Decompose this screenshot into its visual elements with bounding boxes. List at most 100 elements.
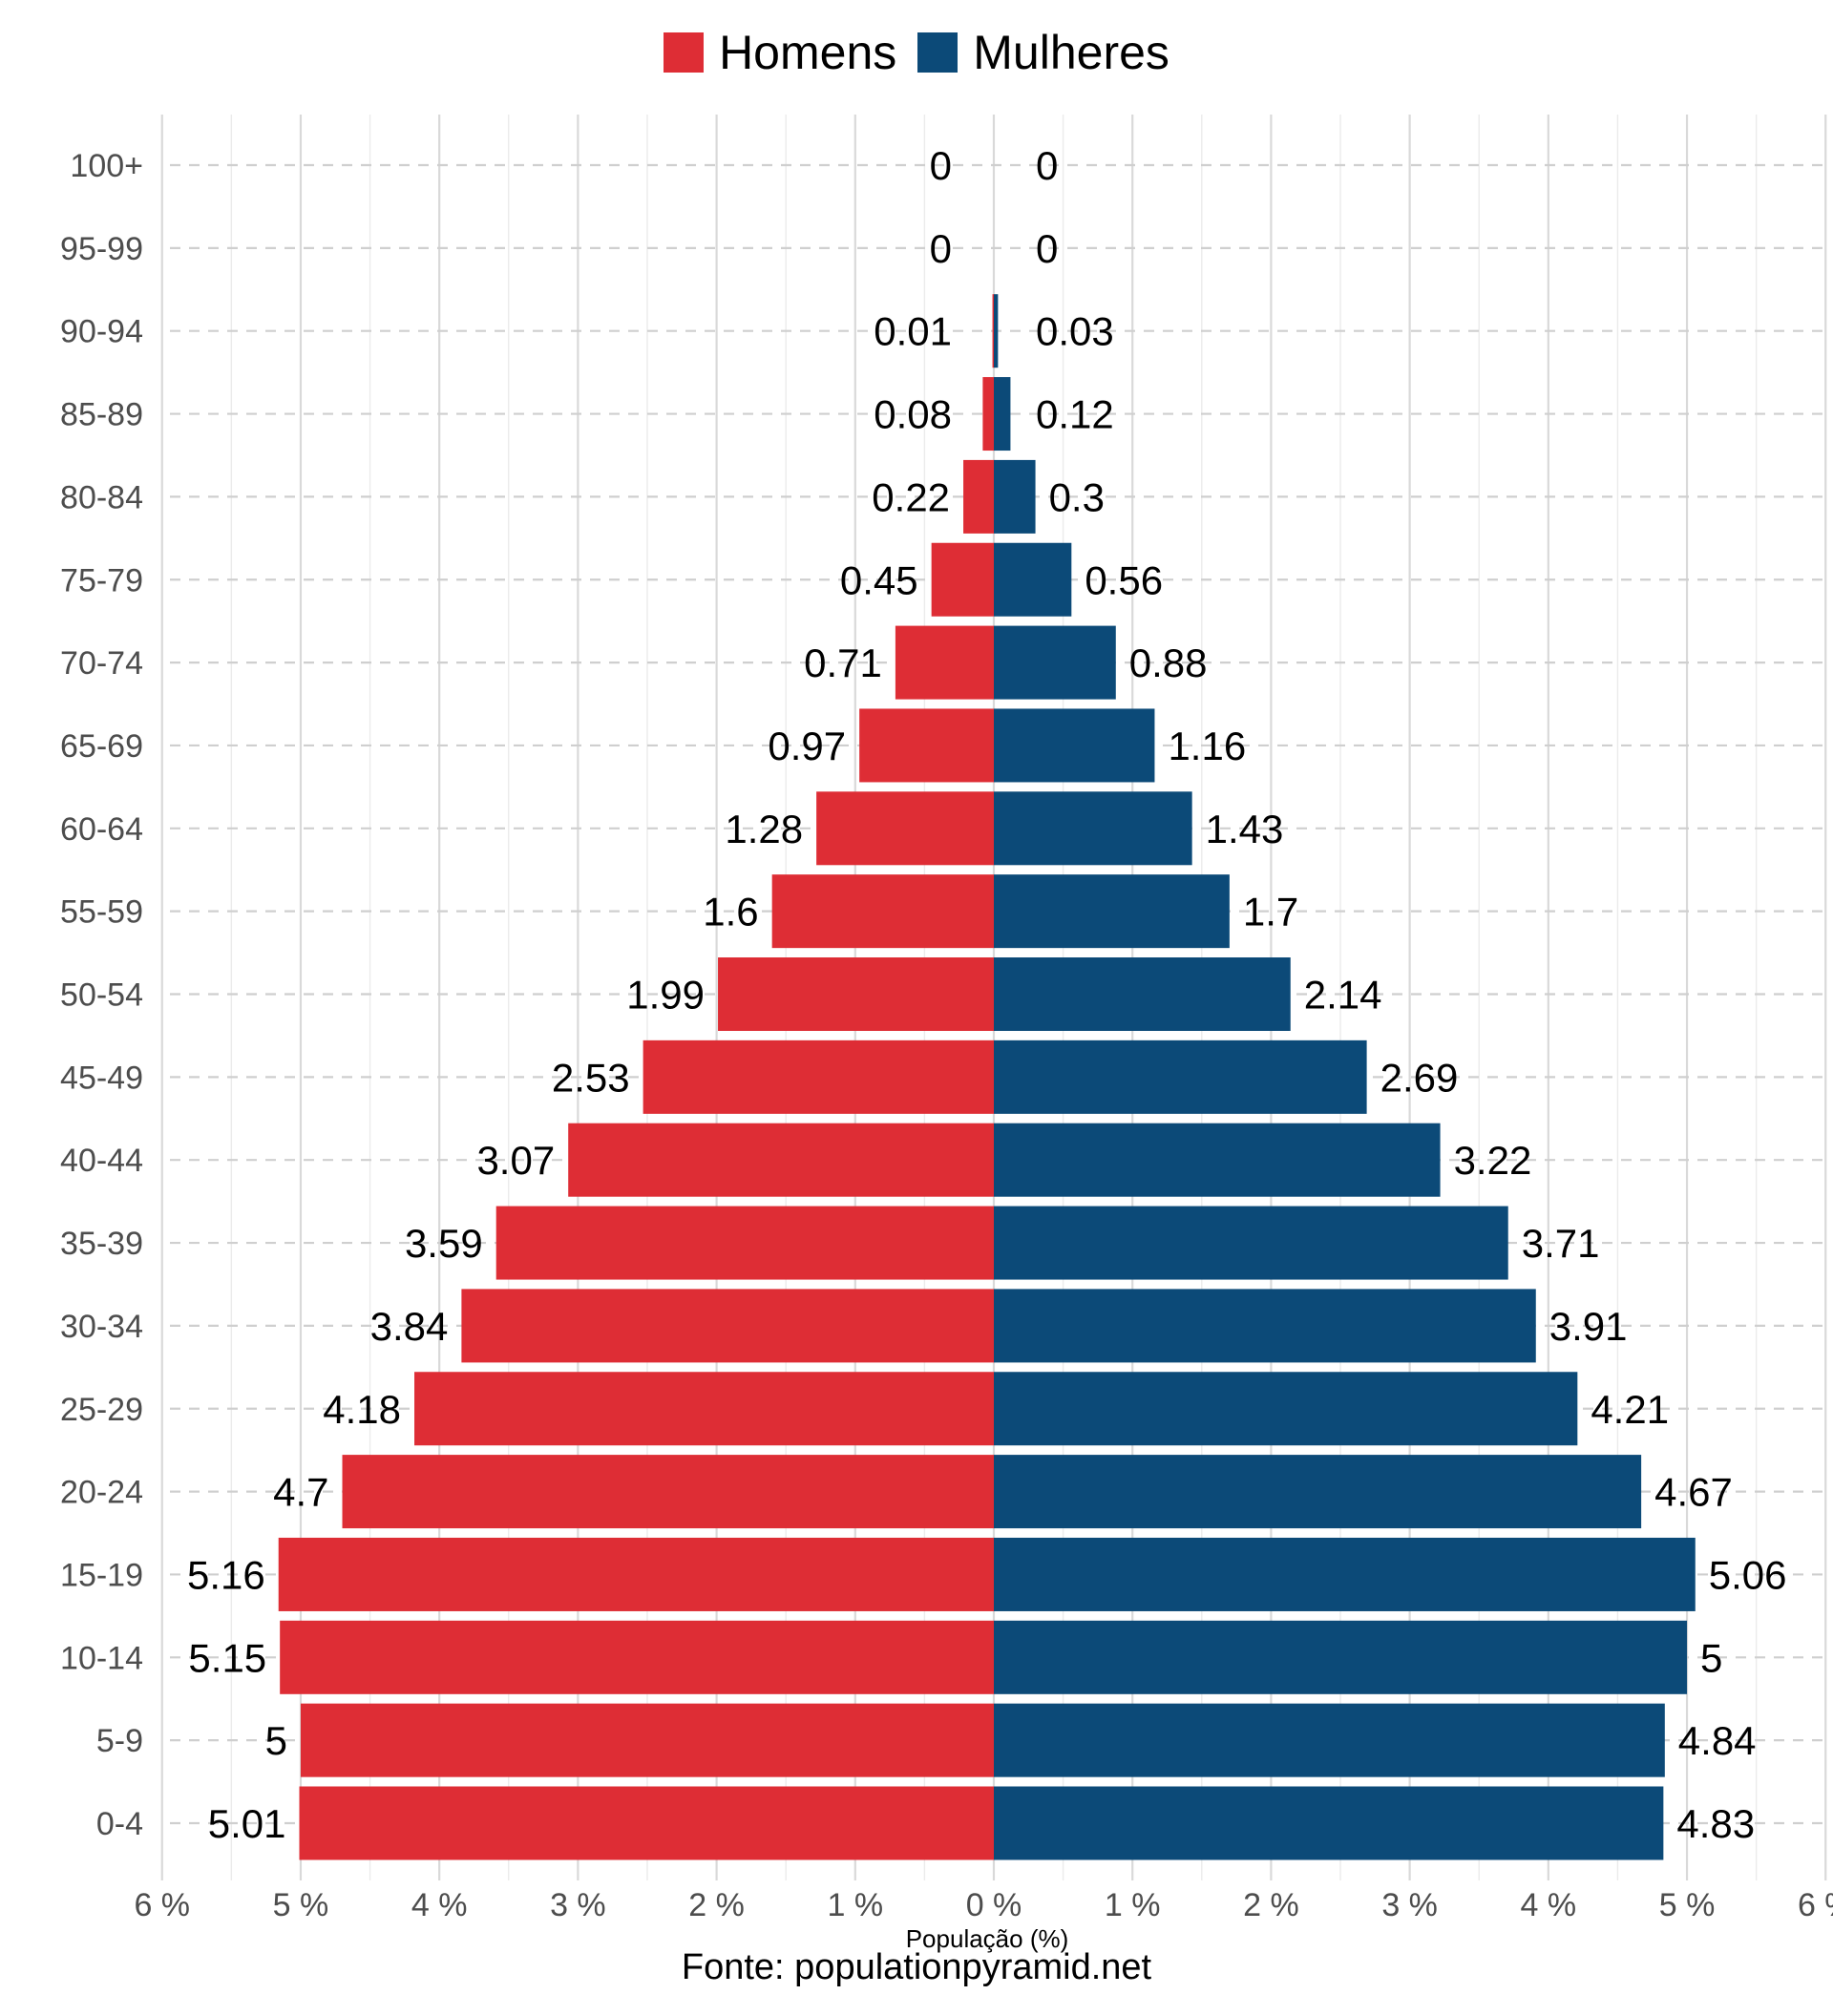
- y-tick-label: 15-19: [60, 1557, 143, 1593]
- bar-mulheres: [994, 957, 1291, 1031]
- value-label-homens: 0.45: [840, 557, 918, 602]
- x-tick-label: 4 %: [411, 1887, 468, 1923]
- value-label-homens: 1.6: [703, 890, 758, 934]
- bar-mulheres: [994, 1289, 1536, 1363]
- bar-homens: [982, 377, 994, 452]
- bar-mulheres: [994, 1703, 1665, 1777]
- value-label-mulheres: 4.67: [1654, 1470, 1733, 1515]
- x-tick-label: 3 %: [1381, 1887, 1438, 1923]
- y-tick-label: 10-14: [60, 1640, 143, 1676]
- value-label-homens: 3.59: [405, 1221, 483, 1266]
- value-label-homens: 3.07: [476, 1138, 555, 1183]
- value-label-mulheres: 1.7: [1243, 890, 1298, 934]
- bar-homens: [816, 791, 994, 866]
- bar-homens: [643, 1040, 994, 1114]
- bar-mulheres: [994, 625, 1116, 700]
- x-tick-label: 4 %: [1521, 1887, 1577, 1923]
- legend-label-homens: Homens: [719, 26, 897, 79]
- value-label-mulheres: 0: [1036, 226, 1058, 271]
- value-label-mulheres: 3.22: [1454, 1138, 1532, 1183]
- y-tick-label: 20-24: [60, 1475, 143, 1511]
- y-tick-label: 90-94: [60, 314, 143, 350]
- y-tick-label: 80-84: [60, 479, 143, 515]
- x-tick-label: 5 %: [1659, 1887, 1716, 1923]
- value-label-homens: 4.18: [323, 1387, 401, 1432]
- value-label-mulheres: 0.56: [1085, 557, 1163, 602]
- legend-item-mulheres: Mulheres: [917, 25, 1169, 80]
- value-label-mulheres: 0: [1036, 143, 1058, 188]
- bar-mulheres: [994, 1620, 1688, 1694]
- x-tick-label: 6 %: [134, 1887, 190, 1923]
- y-tick-label: 55-59: [60, 894, 143, 931]
- legend-swatch-mulheres: [917, 32, 959, 73]
- y-tick-label: 35-39: [60, 1226, 143, 1262]
- bar-homens: [771, 874, 994, 949]
- x-axis: 6 % 5 % 4 % 3 % 2 % 1 % 0 % 1 % 2 % 3 % 4 % 5 % 6 %: [134, 1887, 1833, 1923]
- value-label-homens: 4.7: [273, 1470, 328, 1515]
- value-label-homens: 0: [930, 226, 952, 271]
- bar-homens: [859, 708, 994, 783]
- bars: [278, 294, 1696, 1860]
- value-label-homens: 0.97: [768, 724, 846, 768]
- value-label-homens: 5.16: [187, 1552, 265, 1597]
- legend: Homens Mulheres: [0, 19, 1833, 86]
- x-axis-title: População (%): [906, 1924, 1069, 1953]
- bar-mulheres: [994, 1455, 1642, 1529]
- y-tick-label: 60-64: [60, 811, 143, 848]
- value-label-mulheres: 0.3: [1049, 474, 1105, 519]
- value-label-homens: 5: [265, 1718, 287, 1763]
- y-axis: 100+ 95-99 90-94 85-89 80-84 75-79 70-74 65-69 6…: [60, 148, 143, 1842]
- x-tick-label: 1 %: [827, 1887, 883, 1923]
- bar-homens: [568, 1123, 994, 1197]
- x-tick-label: 6 %: [1798, 1887, 1833, 1923]
- y-tick-label: 85-89: [60, 397, 143, 433]
- value-label-homens: 1.28: [725, 807, 803, 851]
- value-label-mulheres: 0.12: [1036, 392, 1114, 437]
- bar-homens: [414, 1372, 994, 1446]
- y-tick-label: 75-79: [60, 562, 143, 598]
- bar-homens: [300, 1703, 995, 1777]
- x-tick-label: 1 %: [1105, 1887, 1161, 1923]
- bar-mulheres: [994, 542, 1072, 617]
- source-caption: Fonte: populationpyramid.net: [681, 1947, 1152, 1987]
- y-tick-label: 45-49: [60, 1060, 143, 1096]
- legend-label-mulheres: Mulheres: [973, 26, 1169, 79]
- bar-mulheres: [994, 708, 1155, 783]
- value-label-mulheres: 1.16: [1168, 724, 1246, 768]
- value-label-homens: 3.84: [370, 1304, 449, 1349]
- bar-homens: [278, 1537, 994, 1611]
- bar-mulheres: [994, 377, 1011, 452]
- value-label-mulheres: 0.88: [1129, 640, 1208, 685]
- value-label-homens: 5.01: [208, 1801, 286, 1846]
- x-tick-label: 2 %: [688, 1887, 745, 1923]
- y-tick-label: 100+: [70, 148, 143, 184]
- value-label-mulheres: 5: [1700, 1635, 1722, 1680]
- bar-homens: [495, 1206, 994, 1280]
- value-label-homens: 5.15: [188, 1635, 266, 1680]
- legend-swatch-homens: [664, 32, 705, 73]
- value-label-mulheres: 1.43: [1206, 807, 1284, 851]
- value-label-homens: 2.53: [552, 1055, 630, 1100]
- bar-mulheres: [994, 1372, 1578, 1446]
- bar-mulheres: [994, 874, 1230, 949]
- y-tick-label: 5-9: [96, 1723, 143, 1759]
- value-label-homens: 0.71: [804, 640, 882, 685]
- bar-mulheres: [994, 1123, 1441, 1197]
- legend-item-homens: Homens: [664, 25, 896, 80]
- bar-homens: [718, 957, 994, 1031]
- bar-homens: [342, 1455, 994, 1529]
- value-label-mulheres: 2.14: [1304, 973, 1382, 1018]
- bar-mulheres: [994, 1537, 1696, 1611]
- value-label-homens: 1.99: [626, 973, 705, 1018]
- x-tick-label: 3 %: [550, 1887, 606, 1923]
- value-label-mulheres: 3.91: [1549, 1304, 1628, 1349]
- y-tick-label: 50-54: [60, 977, 143, 1014]
- bar-mulheres: [994, 791, 1192, 866]
- value-label-mulheres: 4.84: [1678, 1718, 1757, 1763]
- y-tick-label: 30-34: [60, 1309, 143, 1345]
- y-tick-label: 65-69: [60, 728, 143, 765]
- bar-homens: [895, 625, 994, 700]
- value-label-mulheres: 5.06: [1709, 1552, 1787, 1597]
- bar-mulheres: [994, 1206, 1508, 1280]
